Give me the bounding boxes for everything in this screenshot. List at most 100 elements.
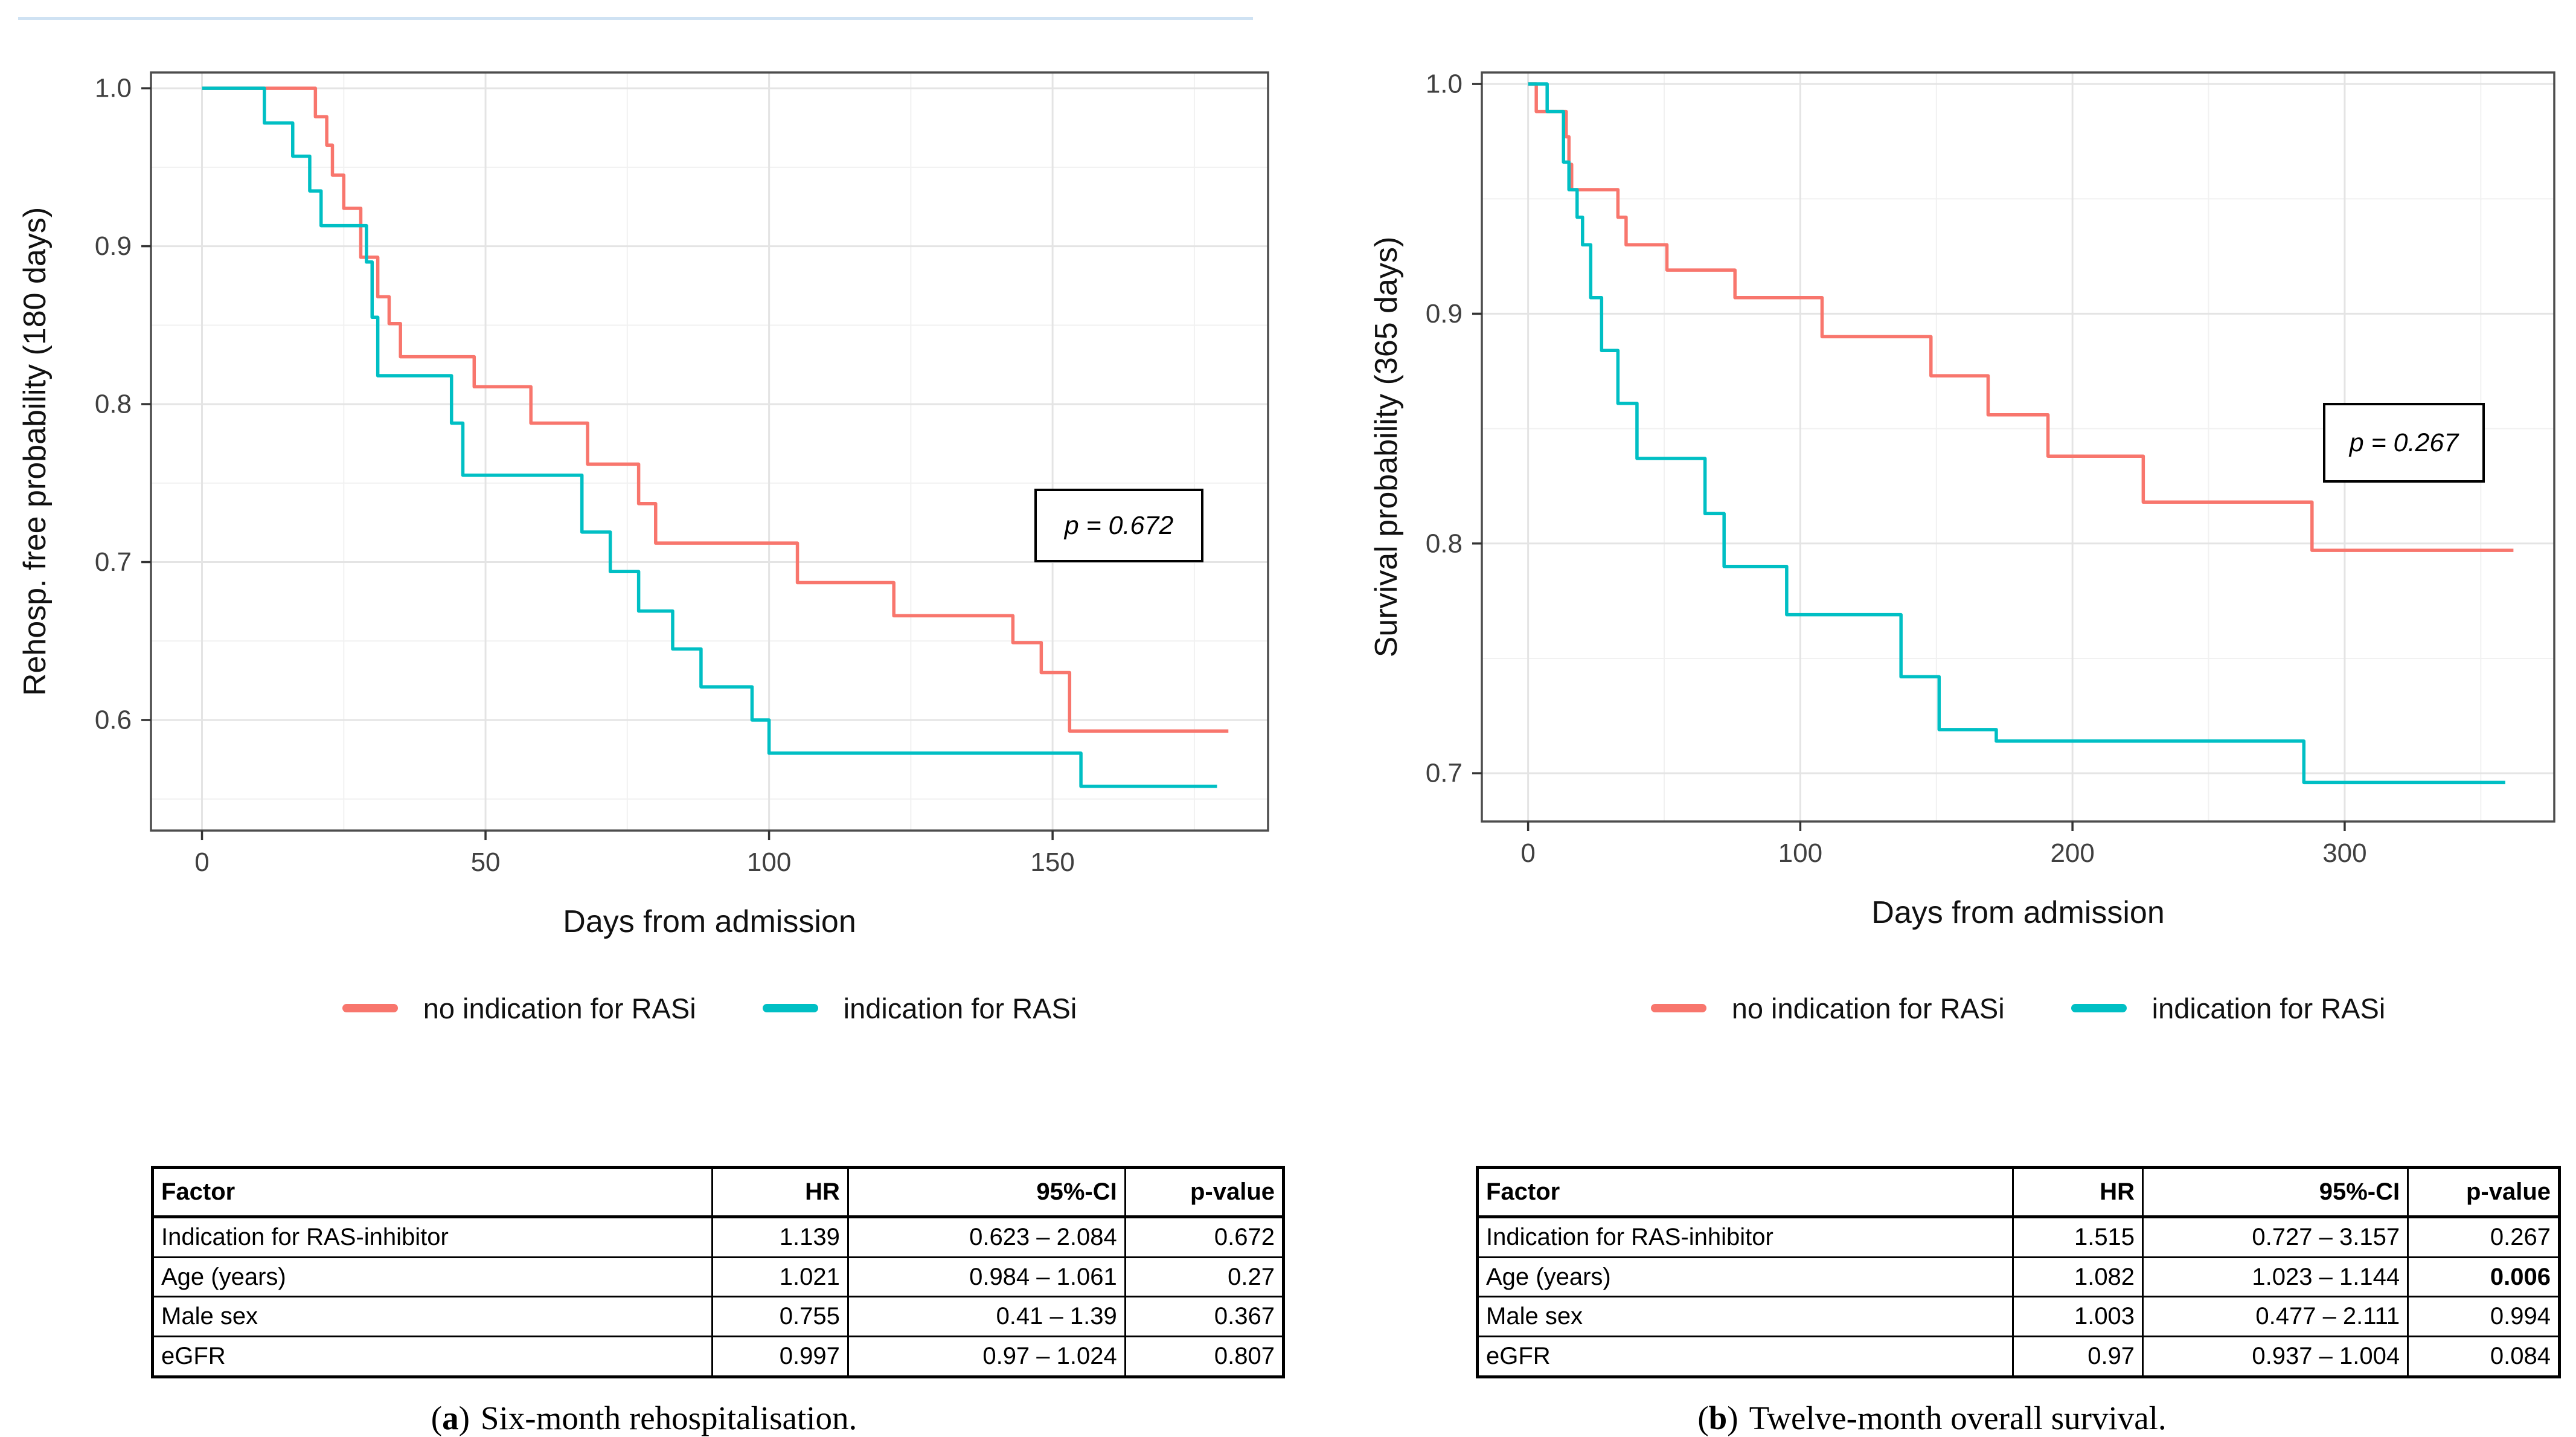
cell-ci: 1.023 – 1.144: [2142, 1256, 2409, 1298]
cell-factor: Indication for RAS-inhibitor: [151, 1215, 714, 1258]
legend-item: indication for RASi: [762, 992, 1077, 1025]
cell-hr: 0.755: [711, 1296, 849, 1338]
col-header-pvalue: p-value: [2407, 1166, 2560, 1218]
legend-key-teal: [2071, 1004, 2127, 1012]
table-row: Age (years) 1.082 1.023 – 1.144 0.006: [1476, 1256, 2560, 1298]
caption-paren: ): [1727, 1399, 1738, 1436]
cox-table-a: Factor HR 95%-CI p-value Indication for …: [151, 1166, 1285, 1378]
panel-b: 0 100 200 300 0.7 0.8 0.9 1.0 Days from admissio…: [1288, 0, 2576, 1437]
col-header-ci: 95%-CI: [847, 1166, 1126, 1218]
cell-hr: 1.082: [2012, 1256, 2144, 1298]
km-chart-b: 0 100 200 300 0.7 0.8 0.9 1.0 Days from admissio…: [1369, 69, 2555, 930]
legend-key-red: [342, 1004, 398, 1012]
caption-b: (b) Twelve-month overall survival.: [1288, 1399, 2576, 1437]
cell-hr: 1.139: [711, 1215, 849, 1258]
pvalue-box: [2323, 403, 2485, 483]
cell-factor: eGFR: [1476, 1336, 2014, 1378]
cell-pvalue: 0.367: [1124, 1296, 1285, 1338]
col-header-factor: Factor: [151, 1166, 714, 1218]
table-row: Male sex 0.755 0.41 – 1.39 0.367: [151, 1296, 1285, 1338]
km-curve: [202, 86, 1217, 788]
cell-pvalue: 0.994: [2407, 1296, 2560, 1338]
caption-text: Twelve-month overall survival.: [1749, 1399, 2167, 1436]
x-tick-label: 300: [2322, 838, 2366, 868]
caption-paren: (: [431, 1399, 443, 1436]
y-tick-label: 0.7: [95, 547, 132, 577]
table-header-row: Factor HR 95%-CI p-value: [151, 1166, 1285, 1218]
legend-key-red: [1650, 1004, 1706, 1012]
cell-ci: 0.727 – 3.157: [2142, 1215, 2409, 1258]
y-tick-label: 0.6: [95, 705, 132, 735]
cell-pvalue: 0.672: [1124, 1215, 1285, 1258]
km-curve: [1528, 82, 2514, 552]
cell-factor: Indication for RAS-inhibitor: [1476, 1215, 2014, 1258]
legend-label: no indication for RASi: [423, 992, 696, 1024]
col-header-ci: 95%-CI: [2142, 1166, 2409, 1218]
legend-a: no indication for RASi indication for RA…: [151, 982, 1268, 1034]
table-row: eGFR 0.997 0.97 – 1.024 0.807: [151, 1336, 1285, 1378]
cell-pvalue: 0.084: [2407, 1336, 2560, 1378]
pvalue-label: p = 0.267: [2348, 428, 2460, 457]
caption-a: (a) Six-month rehospitalisation.: [0, 1399, 1288, 1437]
panel-border: [1481, 71, 2555, 823]
cell-ci: 0.623 – 2.084: [847, 1215, 1126, 1258]
x-tick-label: 100: [1778, 838, 1822, 868]
x-tick-label: 0: [1520, 838, 1535, 868]
cell-factor: Male sex: [151, 1296, 714, 1338]
table-header-row: Factor HR 95%-CI p-value: [1476, 1166, 2560, 1218]
caption-paren: ): [458, 1399, 470, 1436]
cell-hr: 0.97: [2012, 1336, 2144, 1378]
cell-pvalue: 0.807: [1124, 1336, 1285, 1378]
y-axis-title: Rehosp. free probability (180 days): [18, 207, 53, 696]
cell-hr: 1.003: [2012, 1296, 2144, 1338]
caption-text: Six-month rehospitalisation.: [480, 1399, 857, 1436]
legend-label: indication for RASi: [843, 992, 1077, 1024]
legend-item: no indication for RASi: [1650, 992, 2005, 1025]
legend-key-teal: [762, 1004, 818, 1012]
table-row: Indication for RAS-inhibitor 1.139 0.623…: [151, 1215, 1285, 1258]
cell-hr: 1.021: [711, 1256, 849, 1298]
cell-hr: 1.515: [2012, 1215, 2144, 1258]
x-tick-label: 100: [747, 847, 791, 877]
cell-factor: Male sex: [1476, 1296, 2014, 1338]
legend-label: no indication for RASi: [1731, 992, 2005, 1024]
km-curve: [1528, 82, 2505, 785]
col-header-factor: Factor: [1476, 1166, 2014, 1218]
table-row: eGFR 0.97 0.937 – 1.004 0.084: [1476, 1336, 2560, 1378]
cell-pvalue: 0.267: [2407, 1215, 2560, 1258]
x-axis-title: Days from admission: [1871, 895, 2164, 930]
cell-pvalue-significant: 0.006: [2407, 1256, 2560, 1298]
y-tick-label: 0.8: [1426, 529, 1463, 558]
top-rule: [18, 17, 1253, 20]
caption-marker: b: [1708, 1399, 1728, 1436]
y-tick-label: 0.9: [95, 231, 132, 261]
x-tick-label: 200: [2050, 838, 2094, 868]
x-axis-title: Days from admission: [563, 904, 856, 939]
col-header-hr: HR: [711, 1166, 849, 1218]
x-tick-label: 150: [1030, 847, 1074, 877]
col-header-pvalue: p-value: [1124, 1166, 1285, 1218]
cell-ci: 0.477 – 2.111: [2142, 1296, 2409, 1338]
cell-hr: 0.997: [711, 1336, 849, 1378]
cell-pvalue: 0.27: [1124, 1256, 1285, 1298]
pvalue-box: [1034, 489, 1203, 562]
caption-paren: (: [1697, 1399, 1709, 1436]
table-row: Indication for RAS-inhibitor 1.515 0.727…: [1476, 1215, 2560, 1258]
legend-label: indication for RASi: [2151, 992, 2386, 1024]
cox-table-b: Factor HR 95%-CI p-value Indication for …: [1476, 1166, 2561, 1378]
table-row: Male sex 1.003 0.477 – 2.111 0.994: [1476, 1296, 2560, 1338]
km-curve: [202, 86, 1229, 733]
cell-ci: 0.984 – 1.061: [847, 1256, 1126, 1298]
cell-factor: Age (years): [151, 1256, 714, 1298]
caption-marker: a: [442, 1399, 459, 1436]
y-tick-label: 0.7: [1426, 759, 1463, 788]
panel-border: [150, 71, 1269, 832]
pvalue-label: p = 0.672: [1063, 511, 1174, 540]
col-header-hr: HR: [2012, 1166, 2144, 1218]
cell-ci: 0.937 – 1.004: [2142, 1336, 2409, 1378]
cell-ci: 0.41 – 1.39: [847, 1296, 1126, 1338]
x-tick-label: 0: [194, 847, 209, 877]
cell-factor: eGFR: [151, 1336, 714, 1378]
y-tick-label: 0.9: [1426, 299, 1463, 329]
